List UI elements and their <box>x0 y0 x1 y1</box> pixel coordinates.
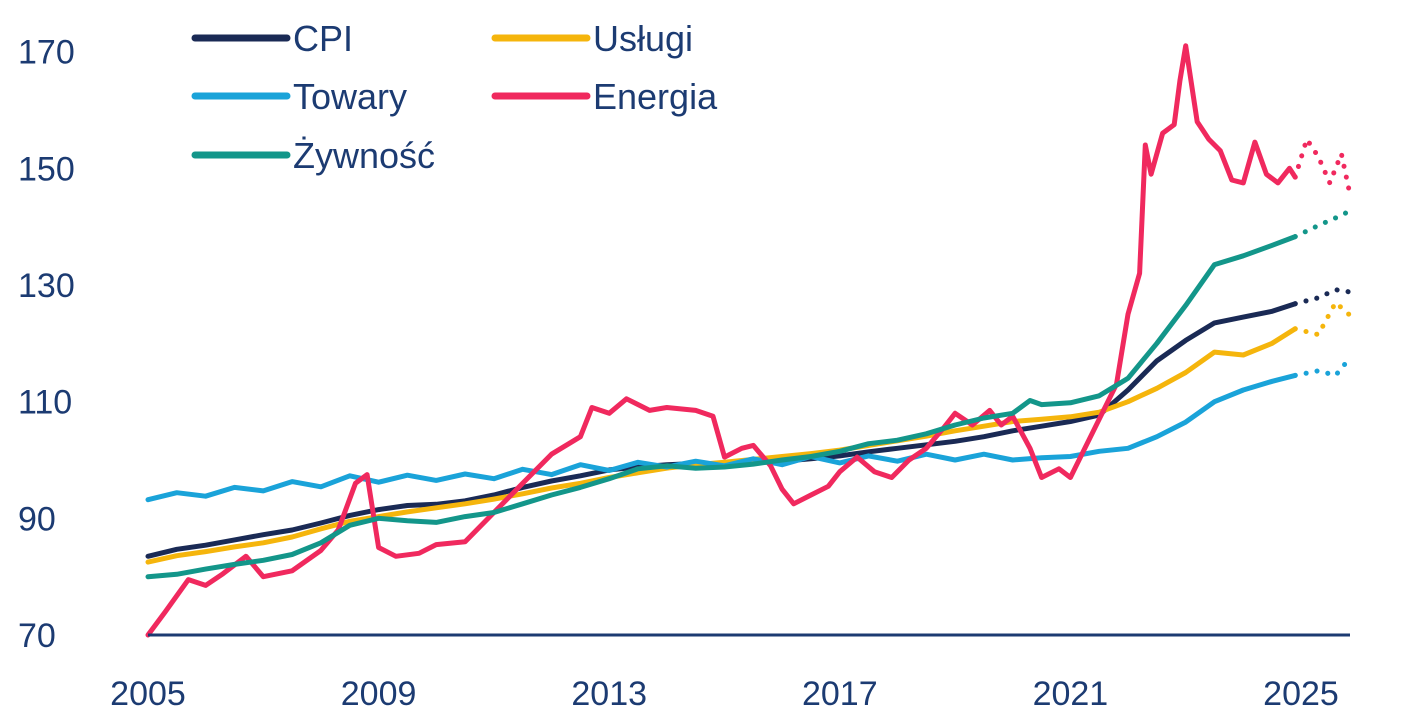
x-tick-label: 2017 <box>802 675 878 713</box>
series-forecast-4 <box>1292 208 1353 240</box>
series-lines <box>145 43 1353 638</box>
legend: CPI Usługi Towary Energia Żywność <box>191 18 718 176</box>
series-forecast-0 <box>1292 287 1353 307</box>
x-tick-label: 2021 <box>1033 675 1109 713</box>
series-forecast-3 <box>1292 136 1353 198</box>
x-tick-label: 2025 <box>1263 675 1339 713</box>
x-tick-label: 2013 <box>571 675 647 713</box>
legend-label: Żywność <box>293 135 435 176</box>
series-line-3 <box>145 43 1298 638</box>
series-line-4 <box>145 234 1298 580</box>
legend-label: Towary <box>293 76 407 117</box>
series-forecast-2 <box>1292 355 1353 378</box>
series-forecast-1 <box>1292 300 1353 338</box>
x-axis-ticks: 2005 2009 2013 2017 2021 2025 <box>110 675 1339 713</box>
y-tick-label: 170 <box>18 34 75 72</box>
legend-label: Energia <box>593 76 718 117</box>
y-tick-label: 70 <box>18 617 56 655</box>
legend-label: CPI <box>293 18 353 59</box>
y-tick-label: 90 <box>18 500 56 538</box>
legend-label: Usługi <box>593 18 693 59</box>
x-tick-label: 2009 <box>341 675 417 713</box>
y-tick-label: 110 <box>18 384 72 422</box>
y-axis-ticks: 70 90 110 130 150 170 <box>18 34 75 655</box>
y-tick-label: 130 <box>18 267 75 305</box>
x-tick-label: 2005 <box>110 675 186 713</box>
y-tick-label: 150 <box>18 150 75 188</box>
